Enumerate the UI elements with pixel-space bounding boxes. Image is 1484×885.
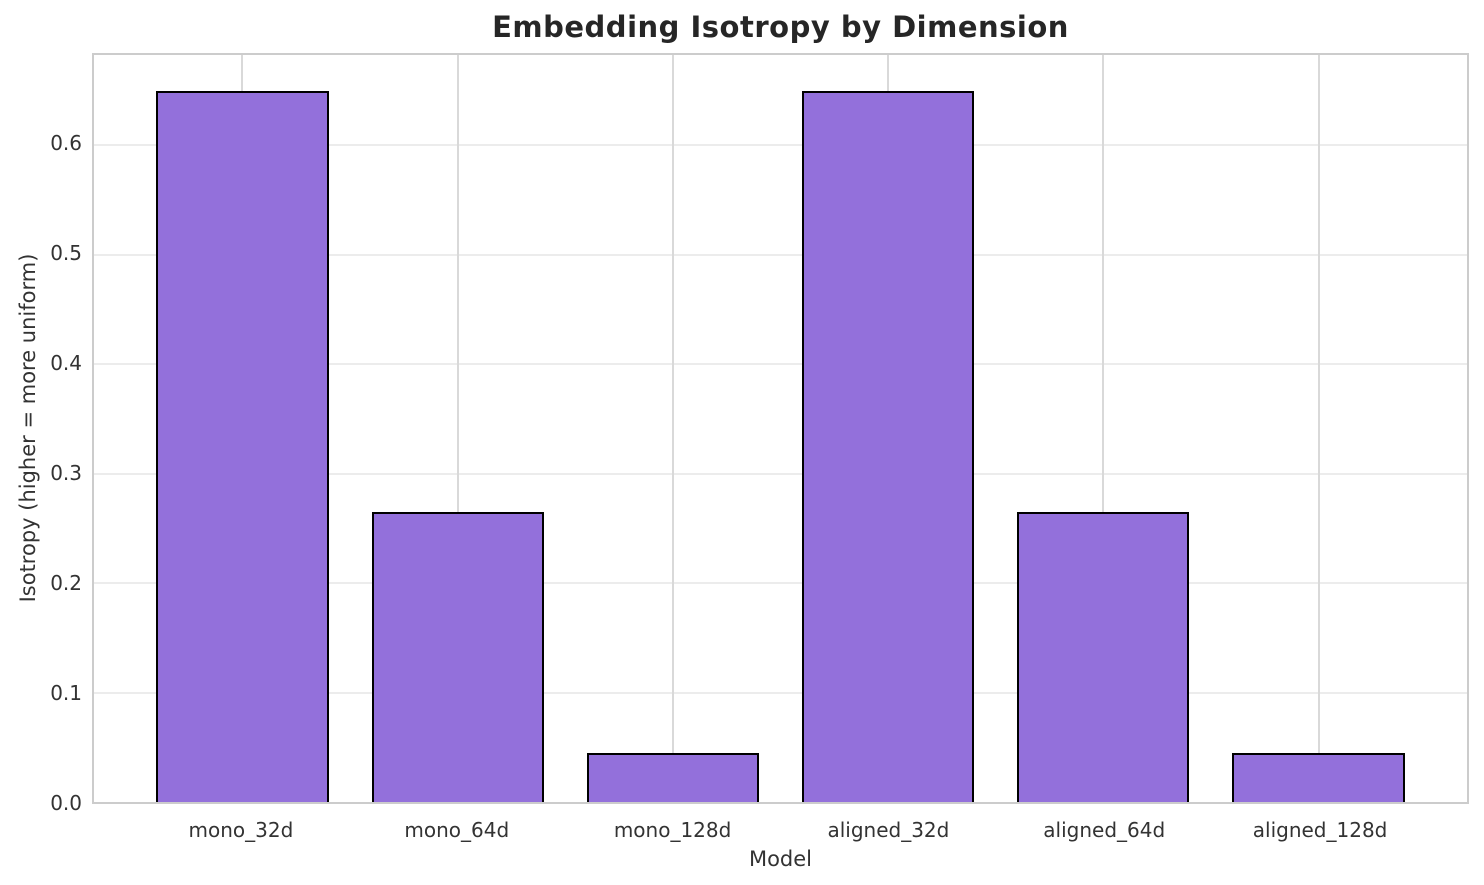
bar-mono_32d: [156, 90, 329, 802]
horizontal-gridline: [94, 472, 1467, 475]
horizontal-gridline: [94, 253, 1467, 256]
y-tick-label: 0.6: [50, 130, 82, 155]
bar-mono_128d: [586, 752, 759, 802]
y-tick-label: 0.1: [50, 680, 82, 705]
y-axis-label-text: Isotropy (higher = more uniform): [16, 253, 40, 603]
x-tick-label-aligned_32d: aligned_32d: [827, 818, 950, 842]
horizontal-gridline: [94, 144, 1467, 147]
bar-aligned_128d: [1232, 752, 1405, 802]
x-tick-label-mono_64d: mono_64d: [404, 818, 510, 842]
bar-mono_64d: [371, 511, 544, 802]
vertical-gridline: [1317, 55, 1320, 802]
y-tick-label: 0.0: [50, 791, 82, 815]
bar-aligned_32d: [802, 90, 975, 802]
x-axis-label: Model: [748, 847, 813, 871]
x-tick-label-mono_32d: mono_32d: [188, 818, 294, 842]
chart-title: Embedding Isotropy by Dimension: [492, 10, 1069, 44]
x-tick-label-aligned_128d: aligned_128d: [1252, 818, 1388, 842]
vertical-gridline: [1102, 55, 1105, 802]
vertical-gridline: [456, 55, 459, 802]
y-tick-label: 0.2: [50, 570, 82, 595]
horizontal-gridline: [94, 582, 1467, 585]
horizontal-gridline: [94, 691, 1467, 694]
y-tick-label: 0.4: [50, 350, 82, 375]
horizontal-gridline: [94, 363, 1467, 366]
x-tick-label-mono_128d: mono_128d: [613, 818, 732, 842]
y-tick-label: 0.5: [50, 240, 82, 265]
bar-aligned_64d: [1017, 511, 1190, 802]
y-tick-label: 0.3: [50, 460, 82, 485]
x-tick-label-aligned_64d: aligned_64d: [1043, 818, 1166, 842]
vertical-gridline: [671, 55, 674, 802]
plot-area: [92, 53, 1469, 804]
